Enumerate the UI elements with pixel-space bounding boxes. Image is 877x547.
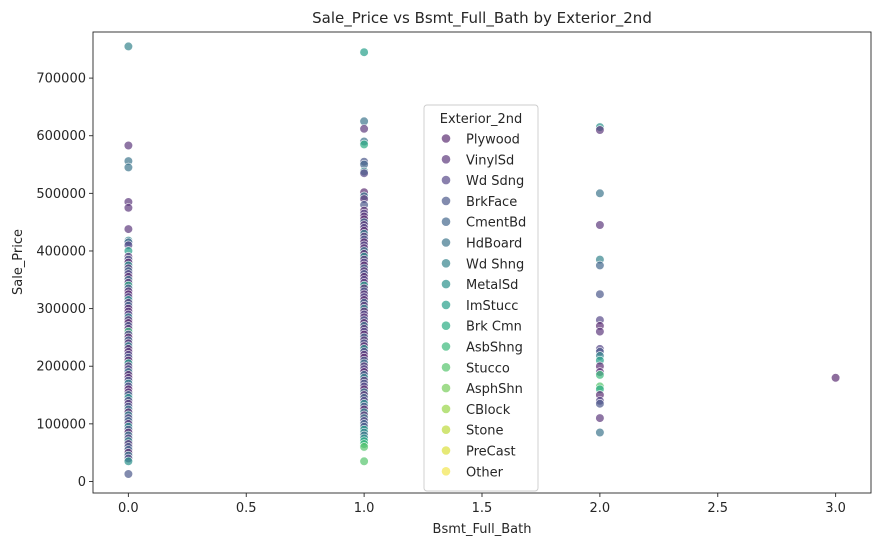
data-point — [123, 140, 133, 151]
legend-marker — [441, 279, 451, 289]
data-point — [595, 289, 605, 299]
x-tick-label: 1.5 — [472, 501, 493, 516]
legend-label: Stone — [466, 424, 504, 439]
y-tick-label: 700000 — [36, 72, 86, 87]
y-tick-label: 500000 — [36, 187, 86, 202]
legend-marker — [441, 134, 451, 143]
data-point — [123, 162, 133, 172]
legend-marker — [441, 217, 451, 226]
data-point — [830, 373, 841, 383]
legend-label: Plywood — [466, 133, 520, 148]
legend-label: ImStucc — [466, 299, 518, 314]
legend-label: HdBoard — [466, 237, 522, 252]
legend-label: Other — [466, 465, 504, 480]
legend-marker — [441, 404, 451, 414]
data-point — [595, 399, 605, 409]
legend-marker — [441, 259, 451, 268]
legend-marker — [441, 238, 451, 247]
data-point — [123, 203, 133, 213]
legend-label: VinylSd — [466, 153, 514, 168]
legend-marker — [441, 446, 451, 455]
y-tick-label: 300000 — [36, 302, 86, 317]
legend-label: PreCast — [466, 445, 516, 460]
legend-label: Wd Sdng — [466, 174, 524, 189]
data-point — [359, 124, 369, 134]
legend-marker — [441, 196, 451, 206]
y-tick-label: 100000 — [36, 417, 86, 432]
data-point — [595, 260, 605, 271]
data-point — [359, 47, 369, 57]
data-point — [595, 413, 605, 423]
legend-label: Brk Cmn — [466, 320, 522, 335]
chart-title: Sale_Price vs Bsmt_Full_Bath by Exterior… — [312, 9, 652, 28]
legend-entries: Plywood VinylSd Wd Sdng BrkFace CmentBd HdBoa… — [441, 133, 526, 480]
x-axis: 0.0 0.5 1.0 1.5 2.0 2.5 3.0 — [118, 493, 846, 516]
data-point — [595, 327, 605, 337]
x-tick-label: 2.0 — [590, 501, 611, 516]
legend-marker — [441, 467, 451, 476]
legend-marker — [441, 383, 451, 393]
legend-title: Exterior_2nd — [440, 112, 523, 127]
legend-marker — [441, 300, 451, 310]
legend-marker — [441, 321, 451, 331]
y-axis: 0 100000 200000 300000 400000 500000 600000 700… — [36, 72, 93, 490]
y-tick-label: 0 — [78, 475, 86, 490]
legend-label: AsbShng — [466, 341, 523, 356]
legend-label: Stucco — [466, 361, 510, 376]
x-tick-label: 0.5 — [236, 501, 257, 516]
x-tick-label: 3.0 — [825, 501, 846, 516]
x-axis-label: Bsmt_Full_Bath — [433, 522, 532, 537]
data-point — [359, 456, 369, 466]
legend-marker — [441, 363, 451, 372]
x-tick-label: 0.0 — [118, 501, 139, 516]
data-point — [595, 125, 605, 135]
legend-marker — [441, 342, 451, 351]
data-point — [595, 220, 605, 230]
legend-label: MetalSd — [466, 278, 518, 293]
y-tick-label: 400000 — [36, 244, 86, 259]
data-point — [359, 442, 369, 452]
data-point — [123, 456, 133, 466]
data-point — [359, 139, 369, 149]
legend-label: Wd Shng — [466, 257, 524, 272]
data-points — [123, 41, 841, 479]
x-tick-label: 1.0 — [354, 501, 375, 516]
legend-frame — [423, 104, 539, 492]
legend: Exterior_2nd Plywood VinylSd Wd Sdng BrkFac… — [423, 104, 539, 492]
legend-marker — [441, 425, 451, 435]
y-tick-label: 200000 — [36, 360, 86, 375]
data-point — [123, 469, 133, 479]
legend-label: CmentBd — [466, 216, 526, 231]
x-tick-label: 2.5 — [707, 501, 728, 516]
data-point — [595, 188, 605, 198]
y-axis-label: Sale_Price — [11, 229, 26, 295]
legend-label: CBlock — [466, 403, 511, 418]
data-point — [123, 224, 133, 234]
legend-marker — [441, 155, 451, 164]
data-point — [595, 370, 605, 380]
legend-marker — [441, 175, 451, 185]
data-point — [359, 168, 369, 178]
legend-label: AsphShn — [466, 382, 523, 397]
data-point — [595, 427, 605, 438]
data-point — [123, 41, 133, 52]
legend-label: BrkFace — [466, 195, 517, 210]
y-tick-label: 600000 — [36, 129, 86, 144]
